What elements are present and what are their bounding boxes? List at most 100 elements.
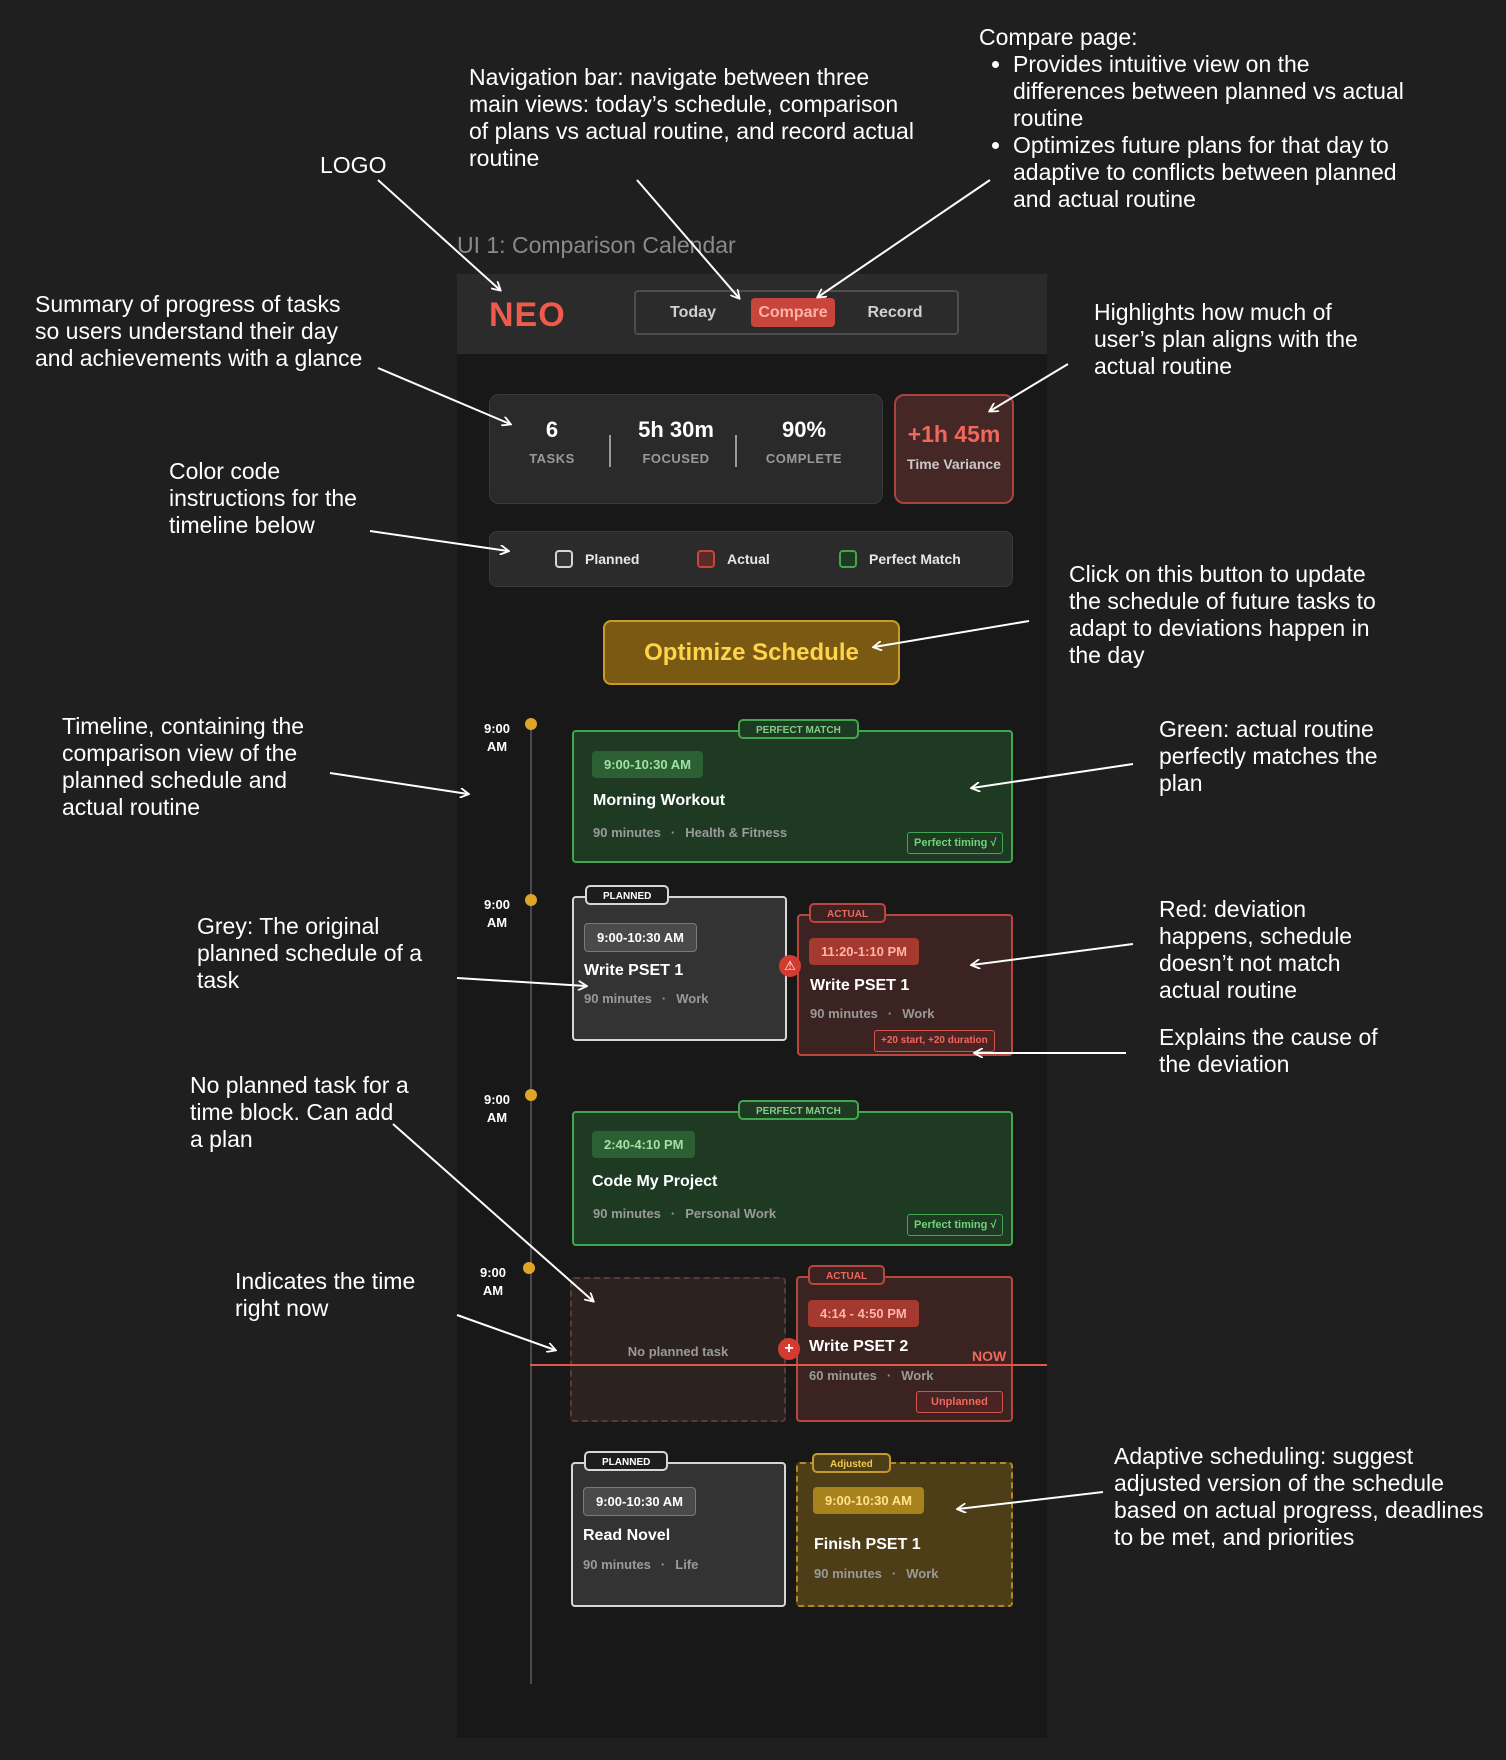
perfect-timing-badge: Perfect timing √: [907, 1214, 1004, 1236]
annotation-variance: Highlights how much of user’s plan align…: [1094, 299, 1358, 379]
stat-complete: 90% COMPLETE: [754, 417, 854, 466]
color-legend: Planned Actual Perfect Match: [489, 531, 1013, 587]
perfect-timing-badge: Perfect timing √: [907, 832, 1004, 854]
stat-tasks-label: TASKS: [529, 451, 575, 466]
legend-actual-label: Actual: [727, 551, 770, 567]
timeline-time: 9:00 AM: [483, 721, 511, 754]
annotation-nav: Navigation bar: navigate between three m…: [469, 64, 914, 171]
task-duration: 90 minutes: [814, 1566, 882, 1581]
task-duration: 90 minutes: [593, 1206, 661, 1221]
nav-bar: Today Compare Record: [634, 290, 959, 335]
task-category: Work: [906, 1566, 939, 1581]
task-card-adjusted[interactable]: Adjusted 9:00-10:30 AM Finish PSET 1 90 …: [796, 1453, 1013, 1607]
annotation-red: Red: deviation happens, schedule doesn’t…: [1159, 896, 1353, 1003]
legend-match-label: Perfect Match: [869, 551, 961, 567]
perfect-match-tag: PERFECT MATCH: [738, 1100, 859, 1120]
meta-separator: ·: [891, 1566, 897, 1581]
planned-tag: PLANNED: [585, 885, 670, 905]
task-duration: 90 minutes: [584, 991, 652, 1006]
task-card-match[interactable]: PERFECT MATCH 9:00-10:30 AM Morning Work…: [572, 719, 1013, 863]
timeline-dot: [523, 1262, 535, 1274]
meta-separator: ·: [670, 825, 676, 840]
task-time: 4:14 - 4:50 PM: [808, 1300, 919, 1327]
task-meta: 90 minutes · Personal Work: [593, 1206, 776, 1221]
warning-icon[interactable]: ⚠: [779, 955, 801, 977]
add-icon[interactable]: +: [778, 1338, 800, 1360]
stat-divider: [735, 435, 737, 467]
task-meta: 90 minutes · Health & Fitness: [593, 825, 787, 840]
perfect-match-tag: PERFECT MATCH: [738, 719, 859, 739]
task-title: Finish PSET 1: [814, 1536, 921, 1553]
empty-time-block[interactable]: No planned task: [570, 1277, 786, 1422]
task-category: Personal Work: [685, 1206, 777, 1221]
stat-focused-label: FOCUSED: [642, 451, 710, 466]
timeline-dot: [525, 894, 537, 906]
nav-compare[interactable]: Compare: [751, 298, 835, 327]
annotation-compare-point: Provides intuitive view on the differenc…: [1013, 51, 1419, 132]
task-title: Morning Workout: [593, 792, 726, 809]
task-time: 11:20-1:10 PM: [809, 938, 919, 965]
annotation-adaptive: Adaptive scheduling: suggest adjusted ve…: [1114, 1443, 1484, 1550]
task-time: 2:40-4:10 PM: [592, 1131, 696, 1158]
task-meta: 90 minutes · Life: [583, 1557, 698, 1572]
stat-divider: [609, 435, 611, 467]
annotation-compare-point: Optimizes future plans for that day to a…: [1013, 132, 1419, 213]
annotation-compare: Compare page: Provides intuitive view on…: [979, 24, 1419, 213]
stat-complete-value: 90%: [781, 417, 827, 442]
timeline-time: 9:00 AM: [483, 897, 511, 930]
annotation-color-code: Color code instructions for the timeline…: [169, 458, 357, 538]
annotation-green: Green: actual routine perfectly matches …: [1159, 716, 1378, 796]
task-card-actual[interactable]: ACTUAL 4:14 - 4:50 PM Write PSET 2 60 mi…: [796, 1265, 1013, 1422]
task-card-actual[interactable]: ACTUAL 11:20-1:10 PM Write PSET 1 90 min…: [797, 903, 1013, 1056]
time-variance-value: +1h 45m: [907, 421, 1001, 447]
legend-actual: Actual: [697, 550, 770, 568]
optimize-schedule-button[interactable]: Optimize Schedule: [603, 620, 900, 685]
frame-title: UI 1: Comparison Calendar: [457, 232, 736, 258]
task-card-match[interactable]: PERFECT MATCH 2:40-4:10 PM Code My Proje…: [572, 1100, 1013, 1246]
task-card-planned[interactable]: PLANNED 9:00-10:30 AM Read Novel 90 minu…: [571, 1451, 786, 1607]
planned-tag: PLANNED: [584, 1451, 669, 1471]
timeline-dot: [525, 718, 537, 730]
task-title: Read Novel: [583, 1527, 671, 1544]
timeline-time: 9:00 AM: [479, 1265, 507, 1298]
timeline-line: [530, 728, 532, 1684]
nav-today[interactable]: Today: [670, 304, 716, 321]
task-category: Work: [901, 1368, 934, 1383]
stat-tasks-value: 6: [545, 417, 559, 442]
deviation-cause-badge: +20 start, +20 duration: [874, 1030, 995, 1052]
app-screen: NEO Today Compare Record 6 TASKS 5h 30m …: [457, 274, 1047, 1738]
task-category: Work: [676, 991, 709, 1006]
summary-card: 6 TASKS 5h 30m FOCUSED 90% COMPLETE: [489, 394, 883, 504]
task-category: Health & Fitness: [685, 825, 788, 840]
legend-planned: Planned: [555, 550, 639, 568]
task-title: Write PSET 1: [584, 962, 684, 979]
nav-record[interactable]: Record: [867, 304, 923, 321]
task-time: 9:00-10:30 AM: [584, 923, 697, 952]
annotation-grey: Grey: The original planned schedule of a…: [197, 913, 423, 993]
time-variance-card: +1h 45m Time Variance: [894, 394, 1014, 504]
task-time: 9:00-10:30 AM: [583, 1487, 696, 1516]
legend-match: Perfect Match: [839, 550, 961, 568]
match-swatch: [839, 550, 857, 568]
task-title: Write PSET 1: [810, 977, 910, 994]
task-card-planned[interactable]: PLANNED 9:00-10:30 AM Write PSET 1 90 mi…: [572, 885, 787, 1041]
annotation-no-plan: No planned task for a time block. Can ad…: [190, 1072, 409, 1152]
app-header: NEO Today Compare Record: [457, 274, 1047, 354]
app-logo[interactable]: NEO: [489, 296, 566, 334]
current-time-indicator: [530, 1364, 1047, 1366]
stat-tasks: 6 TASKS: [522, 417, 582, 466]
timeline-time: 9:00 AM: [483, 1092, 511, 1125]
annotation-compare-title: Compare page:: [979, 24, 1138, 50]
task-duration: 90 minutes: [810, 1006, 878, 1021]
task-title: Write PSET 2: [809, 1338, 909, 1355]
time-variance-label: Time Variance: [907, 456, 1001, 472]
task-time: 9:00-10:30 AM: [592, 751, 703, 778]
task-meta: 90 minutes · Work: [814, 1566, 939, 1581]
actual-tag: ACTUAL: [808, 1265, 886, 1285]
meta-separator: ·: [886, 1368, 892, 1383]
annotation-summary: Summary of progress of tasks so users un…: [35, 291, 363, 371]
task-duration: 90 minutes: [593, 825, 661, 840]
task-meta: 90 minutes · Work: [584, 991, 709, 1006]
task-category: Life: [675, 1557, 699, 1572]
arrow-timeline: [329, 772, 468, 794]
